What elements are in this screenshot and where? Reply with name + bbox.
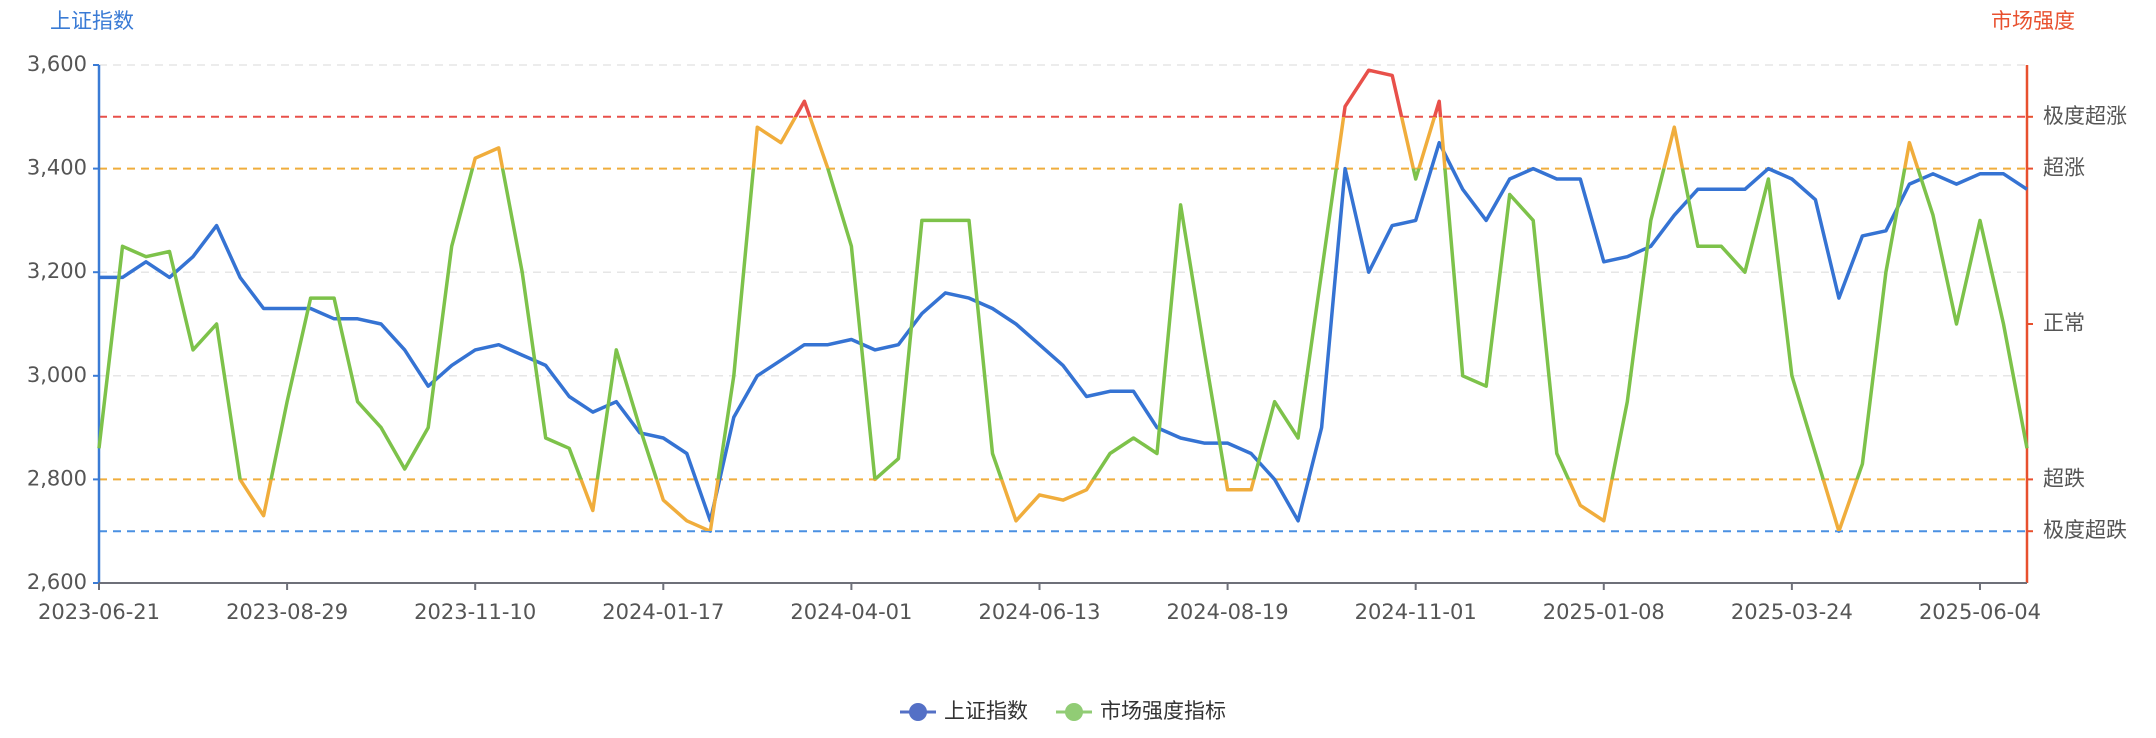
x-tick-label: 2025-01-08: [1543, 600, 1665, 624]
y2-tick-label: 极度超涨: [2043, 104, 2127, 128]
x-tick-label: 2024-06-13: [978, 600, 1100, 624]
y2-tick-label: 正常: [2043, 311, 2085, 335]
legend-marker: [1065, 703, 1083, 721]
x-tick-label: 2023-06-21: [38, 600, 160, 624]
y2-tick-label: 极度超跌: [2043, 518, 2127, 542]
y-tick-label: 2,600: [27, 570, 87, 594]
x-tick-label: 2023-11-10: [414, 600, 536, 624]
legend-item: 上证指数: [900, 699, 1028, 723]
x-tick-label: 2025-06-04: [1919, 600, 2041, 624]
x-tick-label: 2024-04-01: [790, 600, 912, 624]
legend-marker: [909, 703, 927, 721]
y-tick-label: 3,200: [27, 259, 87, 283]
x-tick-label: 2023-08-29: [226, 600, 348, 624]
y-tick-label: 3,600: [27, 52, 87, 76]
series-line: [99, 140, 2028, 523]
y2-tick-label: 超跌: [2043, 466, 2085, 490]
y-axis-title: 上证指数: [50, 9, 134, 33]
x-tick-label: 2024-08-19: [1167, 600, 1289, 624]
y-tick-label: 2,800: [27, 466, 87, 490]
legend-label: 上证指数: [944, 699, 1028, 723]
x-tick-label: 2025-03-24: [1731, 600, 1853, 624]
y-tick-label: 3,000: [27, 363, 87, 387]
x-tick-label: 2024-01-17: [602, 600, 724, 624]
legend-item: 市场强度指标: [1056, 699, 1226, 723]
y-tick-label: 3,400: [27, 156, 87, 180]
y2-tick-label: 超涨: [2043, 156, 2085, 180]
legend-label: 市场强度指标: [1100, 699, 1226, 723]
x-tick-label: 2024-11-01: [1355, 600, 1477, 624]
series-line: [97, 68, 2029, 533]
y2-axis-title: 市场强度: [1991, 9, 2075, 33]
